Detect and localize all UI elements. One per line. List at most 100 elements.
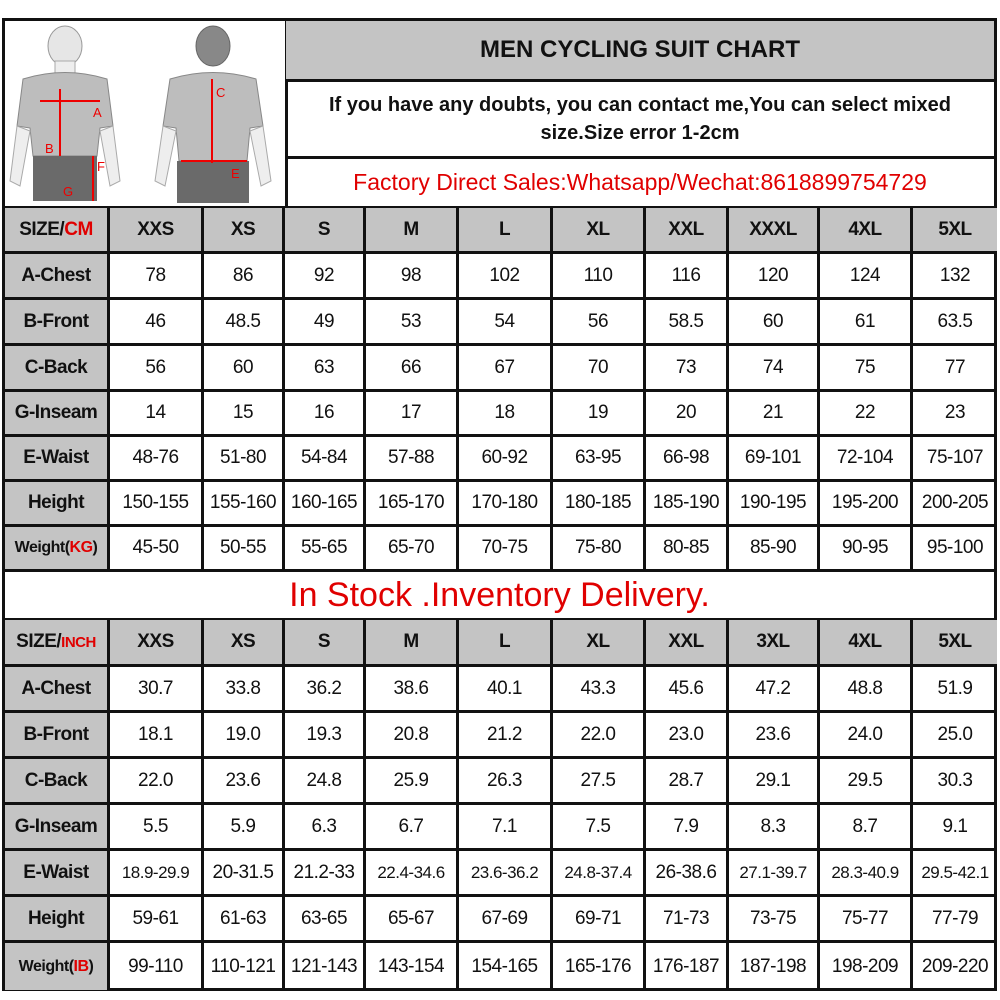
table-cell: 22.0 bbox=[110, 759, 204, 805]
row-label-text: Height bbox=[27, 492, 85, 513]
table-cell: 85-90 bbox=[729, 527, 820, 572]
table-cell: 9.1 bbox=[913, 805, 997, 851]
table-cell: 8.7 bbox=[820, 805, 913, 851]
table-cell: 71-73 bbox=[646, 897, 729, 943]
table-cell: 18.1 bbox=[110, 713, 204, 759]
table-cell: 16 bbox=[285, 392, 366, 437]
table-cell: 99-110 bbox=[110, 943, 204, 990]
table-cell: 22 bbox=[820, 392, 913, 437]
table-cell: 154-165 bbox=[459, 943, 553, 990]
table-cell: 61 bbox=[820, 300, 913, 346]
table-cell: 200-205 bbox=[913, 482, 997, 527]
table-cell: 15 bbox=[204, 392, 285, 437]
table-cell: 187-198 bbox=[729, 943, 820, 990]
table-cell: 33.8 bbox=[204, 667, 285, 713]
size-header-xxs: XXS bbox=[110, 620, 204, 667]
table-cell: 23.0 bbox=[646, 713, 729, 759]
table-cell: 198-209 bbox=[820, 943, 913, 990]
table-cell: 120 bbox=[729, 254, 820, 300]
table-cell: 48.5 bbox=[204, 300, 285, 346]
table-cell: 92 bbox=[285, 254, 366, 300]
table-cell: 61-63 bbox=[204, 897, 285, 943]
table-cell: 14 bbox=[110, 392, 204, 437]
table-cell: 86 bbox=[204, 254, 285, 300]
table-cell: 54-84 bbox=[285, 437, 366, 482]
row-label: B-Front bbox=[5, 300, 110, 346]
table-cell: 77 bbox=[913, 346, 997, 392]
table-cell: 67-69 bbox=[459, 897, 553, 943]
table-cell: 19 bbox=[553, 392, 646, 437]
table-cell: 51-80 bbox=[204, 437, 285, 482]
svg-text:C: C bbox=[216, 85, 225, 100]
table-cell: 45-50 bbox=[110, 527, 204, 572]
table-cell: 190-195 bbox=[729, 482, 820, 527]
table-cell: 132 bbox=[913, 254, 997, 300]
row-label: Weight(KG) bbox=[5, 527, 110, 572]
row-label: G-Inseam bbox=[5, 392, 110, 437]
size-header-5xl: 5XL bbox=[913, 208, 997, 254]
table-cell: 69-101 bbox=[729, 437, 820, 482]
table-cell: 170-180 bbox=[459, 482, 553, 527]
table-cell: 56 bbox=[110, 346, 204, 392]
table-cell: 21 bbox=[729, 392, 820, 437]
size-header-xl: XL bbox=[553, 208, 646, 254]
table-cell: 29.5 bbox=[820, 759, 913, 805]
table-cell: 77-79 bbox=[913, 897, 997, 943]
row-label-text: Height bbox=[27, 907, 85, 929]
size-chart: A B F G C E MEN CYCLING SUIT CHART If yo… bbox=[2, 18, 997, 991]
table-cell: 110-121 bbox=[204, 943, 285, 990]
table-cell: 176-187 bbox=[646, 943, 729, 990]
row-label-text: E-Waist bbox=[23, 447, 89, 468]
table-cell: 63 bbox=[285, 346, 366, 392]
table-cell: 27.5 bbox=[553, 759, 646, 805]
table-cell: 121-143 bbox=[285, 943, 366, 990]
row-label-text: A-Chest bbox=[21, 264, 91, 286]
chart-title: MEN CYCLING SUIT CHART bbox=[286, 21, 994, 82]
table-cell: 110 bbox=[553, 254, 646, 300]
size-corner-header: SIZE/CM bbox=[5, 208, 110, 254]
row-label-text: B-Front bbox=[23, 723, 89, 745]
table-cell: 150-155 bbox=[110, 482, 204, 527]
table-cell: 25.9 bbox=[366, 759, 459, 805]
row-label: B-Front bbox=[5, 713, 110, 759]
table-cell: 63.5 bbox=[913, 300, 997, 346]
row-unit: IB bbox=[73, 957, 90, 975]
table-cell: 155-160 bbox=[204, 482, 285, 527]
table-cell: 70 bbox=[553, 346, 646, 392]
table-cell: 28.7 bbox=[646, 759, 729, 805]
table-cell: 75-80 bbox=[553, 527, 646, 572]
table-cell: 7.1 bbox=[459, 805, 553, 851]
table-cell: 75 bbox=[820, 346, 913, 392]
body-measurement-figure: A B F G C E bbox=[5, 21, 288, 209]
row-suffix: ) bbox=[88, 957, 94, 975]
svg-text:A: A bbox=[93, 105, 102, 120]
row-label: G-Inseam bbox=[5, 805, 110, 851]
table-cell: 53 bbox=[366, 300, 459, 346]
table-cell: 160-165 bbox=[285, 482, 366, 527]
table-cell: 24.8 bbox=[285, 759, 366, 805]
table-cell: 30.3 bbox=[913, 759, 997, 805]
row-label-text: E-Waist bbox=[23, 861, 89, 883]
table-cell: 20-31.5 bbox=[204, 851, 285, 897]
table-cell: 24.8-37.4 bbox=[553, 851, 646, 897]
table-cell: 18 bbox=[459, 392, 553, 437]
table-cell: 38.6 bbox=[366, 667, 459, 713]
svg-text:B: B bbox=[45, 141, 54, 156]
table-cell: 19.0 bbox=[204, 713, 285, 759]
table-cell: 45.6 bbox=[646, 667, 729, 713]
table-cell: 21.2-33 bbox=[285, 851, 366, 897]
size-header-xxxl: XXXL bbox=[729, 208, 820, 254]
table-cell: 23.6 bbox=[204, 759, 285, 805]
table-cell: 67 bbox=[459, 346, 553, 392]
table-cell: 36.2 bbox=[285, 667, 366, 713]
table-cell: 90-95 bbox=[820, 527, 913, 572]
body-diagram-icon: A B F G C E bbox=[9, 25, 272, 203]
table-cell: 124 bbox=[820, 254, 913, 300]
table-cell: 63-95 bbox=[553, 437, 646, 482]
table-cell: 26.3 bbox=[459, 759, 553, 805]
table-cell: 57-88 bbox=[366, 437, 459, 482]
table-cell: 6.7 bbox=[366, 805, 459, 851]
table-cell: 60 bbox=[204, 346, 285, 392]
table-cell: 54 bbox=[459, 300, 553, 346]
front-body-figure: A B F G bbox=[9, 25, 121, 201]
